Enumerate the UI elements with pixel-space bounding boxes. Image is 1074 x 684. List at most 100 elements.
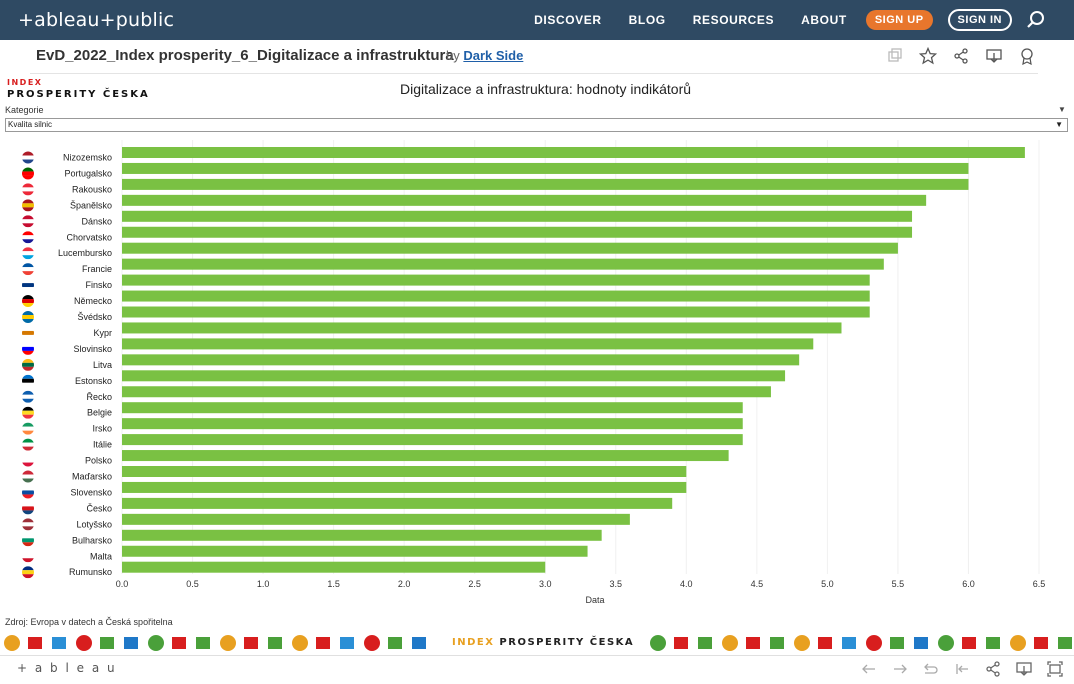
bar xyxy=(122,466,687,477)
decorative-icon xyxy=(842,637,856,649)
flag-icon-stripe xyxy=(22,255,34,260)
decorative-icon xyxy=(76,635,92,651)
bar xyxy=(122,545,588,557)
country-label: Portugalsko xyxy=(64,168,112,178)
nav-about[interactable]: ABOUT xyxy=(801,13,847,27)
flag-icon-stripe xyxy=(22,191,34,196)
author-link[interactable]: Dark Side xyxy=(463,48,524,63)
country-label: Estonsko xyxy=(75,376,112,386)
bar xyxy=(122,434,743,446)
country-label: Litva xyxy=(93,360,112,370)
nav-discover[interactable]: DISCOVER xyxy=(534,13,602,27)
viz-actions xyxy=(871,47,1036,65)
bar xyxy=(122,290,870,302)
nav-blog[interactable]: BLOG xyxy=(628,13,666,27)
country-label: Finsko xyxy=(85,280,112,290)
flag-icon-stripe xyxy=(22,203,34,208)
flag-icon-stripe xyxy=(22,442,34,447)
flag-icon-stripe xyxy=(22,542,34,547)
redo-icon[interactable] xyxy=(891,660,909,678)
revert-icon[interactable] xyxy=(922,660,940,678)
flag-icon-stripe xyxy=(22,231,34,236)
flag-icon-stripe xyxy=(22,406,34,411)
flag-icon-stripe xyxy=(22,390,34,395)
decorative-icon xyxy=(196,637,210,649)
favorite-star-icon[interactable] xyxy=(919,47,937,65)
x-tick-label: 3.5 xyxy=(610,579,623,589)
country-label: Německo xyxy=(74,296,112,306)
decorative-icon xyxy=(866,635,882,651)
flag-icon-stripe xyxy=(22,283,34,288)
copy-icon[interactable] xyxy=(886,47,904,65)
flag-icon-stripe xyxy=(22,538,34,543)
bar xyxy=(122,418,743,430)
nav-resources[interactable]: RESOURCES xyxy=(692,13,775,27)
filter-menu-caret-icon[interactable]: ▼ xyxy=(1058,105,1066,114)
flag-icon-stripe xyxy=(22,362,34,367)
download-icon[interactable] xyxy=(1015,660,1033,678)
flag-icon-stripe xyxy=(22,518,34,523)
country-label: Slovinsko xyxy=(73,344,112,354)
tableau-logo[interactable]: + a b l e a u xyxy=(17,661,117,675)
sign-up-button[interactable]: SIGN UP xyxy=(865,10,933,30)
undo-icon[interactable] xyxy=(860,660,878,678)
share-icon[interactable] xyxy=(984,660,1002,678)
country-label: Švédsko xyxy=(77,312,112,322)
decorative-icon xyxy=(794,635,810,651)
flag-icon-stripe xyxy=(22,554,34,559)
bar xyxy=(122,178,969,190)
x-tick-label: 6.5 xyxy=(1033,579,1046,589)
decorative-icon xyxy=(316,637,330,649)
search-icon[interactable] xyxy=(1026,10,1046,30)
x-tick-label: 0.5 xyxy=(186,579,199,589)
country-label: Lucembursko xyxy=(58,248,112,258)
download-icon[interactable] xyxy=(985,47,1003,65)
country-label: Řecko xyxy=(86,392,112,402)
flag-icon-stripe xyxy=(22,167,34,172)
bar xyxy=(122,513,630,525)
x-tick-label: 5.0 xyxy=(821,579,834,589)
bar xyxy=(122,194,927,206)
flag-icon-stripe xyxy=(22,366,34,371)
tableau-public-logo[interactable]: +ableau+public xyxy=(18,9,175,31)
x-tick-label: 4.0 xyxy=(680,579,693,589)
nav-links: DISCOVER BLOG RESOURCES ABOUT SIGN UP SI… xyxy=(507,0,1046,40)
country-label: Lotyšsko xyxy=(76,519,112,529)
brand-main-text: PROSPERITY ČESKA xyxy=(7,89,150,100)
flag-icon-stripe xyxy=(22,319,34,323)
decorative-icon xyxy=(124,637,138,649)
country-label: Rakousko xyxy=(72,184,112,194)
share-icon[interactable] xyxy=(952,47,970,65)
decorative-icon xyxy=(650,635,666,651)
flag-icon-stripe xyxy=(22,287,34,292)
flag-icon-stripe xyxy=(22,199,34,204)
fullscreen-icon[interactable] xyxy=(1046,660,1064,678)
x-tick-label: 5.5 xyxy=(892,579,905,589)
decorative-icon xyxy=(28,637,42,649)
country-label: Malta xyxy=(90,551,112,561)
flag-icon-stripe xyxy=(22,159,34,164)
country-label: Chorvatsko xyxy=(66,232,112,242)
reset-icon[interactable] xyxy=(953,660,971,678)
flag-icon-stripe xyxy=(22,295,34,300)
x-tick-label: 1.5 xyxy=(327,579,340,589)
flag-icon-stripe xyxy=(22,171,34,176)
decorative-icon xyxy=(52,637,66,649)
flag-icon-stripe xyxy=(22,378,34,383)
index-prosperity-logo: INDEX PROSPERITY ČESKA xyxy=(7,78,150,100)
decorative-icon xyxy=(292,635,308,651)
bar xyxy=(122,481,687,493)
sign-in-button[interactable]: SIGN IN xyxy=(947,9,1012,31)
decorative-icon xyxy=(412,637,426,649)
decorative-icon xyxy=(1058,637,1072,649)
flag-icon-stripe xyxy=(22,454,34,459)
category-filter-dropdown[interactable]: Kvalita silnic ▼ xyxy=(5,118,1068,132)
filter-selected-value: Kvalita silnic xyxy=(8,120,53,129)
flag-icon-stripe xyxy=(22,446,34,451)
decorative-icon xyxy=(746,637,760,649)
flag-icon-stripe xyxy=(22,570,34,575)
badge-icon[interactable] xyxy=(1018,47,1036,65)
flag-icon-stripe xyxy=(22,326,34,331)
decorative-icon xyxy=(962,637,976,649)
toolbar-icons xyxy=(847,660,1064,678)
